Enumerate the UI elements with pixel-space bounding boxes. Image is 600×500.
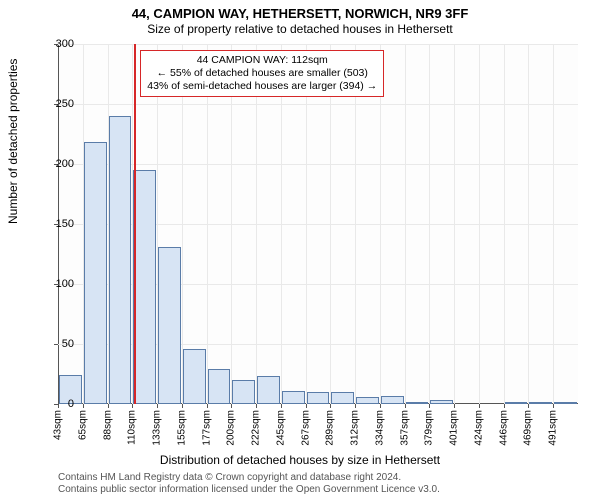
chart-title-main: 44, CAMPION WAY, HETHERSETT, NORWICH, NR… [0, 0, 600, 21]
xtick-label: 446sqm [498, 410, 509, 446]
xtick-label: 289sqm [325, 410, 336, 446]
xtick-mark [330, 404, 331, 408]
xtick-mark [132, 404, 133, 408]
ytick-label: 0 [44, 398, 74, 410]
xtick-label: 65sqm [77, 410, 88, 440]
xtick-label: 43sqm [53, 410, 64, 440]
xtick-label: 177sqm [201, 410, 212, 446]
histogram-bar [331, 392, 354, 404]
xtick-label: 245sqm [275, 410, 286, 446]
xtick-mark [479, 404, 480, 408]
xtick-label: 401sqm [449, 410, 460, 446]
xtick-mark [306, 404, 307, 408]
xtick-mark [380, 404, 381, 408]
xtick-mark [528, 404, 529, 408]
xtick-label: 88sqm [102, 410, 113, 440]
grid-line-v [256, 44, 257, 404]
xtick-label: 357sqm [399, 410, 410, 446]
histogram-bar [529, 402, 552, 404]
ytick-label: 50 [44, 338, 74, 350]
annotation-line-3: 43% of semi-detached houses are larger (… [147, 80, 377, 93]
footnote-line-2: Contains public sector information licen… [58, 484, 440, 496]
grid-line-v [504, 44, 505, 404]
annotation-box: 44 CAMPION WAY: 112sqm← 55% of detached … [140, 50, 384, 97]
annotation-line-1: 44 CAMPION WAY: 112sqm [147, 54, 377, 67]
grid-line-v [330, 44, 331, 404]
xtick-mark [231, 404, 232, 408]
annotation-line-2: ← 55% of detached houses are smaller (50… [147, 67, 377, 80]
xtick-mark [83, 404, 84, 408]
ytick-label: 250 [44, 98, 74, 110]
ytick-label: 300 [44, 38, 74, 50]
histogram-bar [208, 369, 231, 404]
xtick-mark [207, 404, 208, 408]
histogram-bar [381, 396, 404, 404]
xtick-mark [454, 404, 455, 408]
grid-line-v [207, 44, 208, 404]
grid-line-v [231, 44, 232, 404]
xtick-label: 267sqm [300, 410, 311, 446]
ytick-label: 150 [44, 218, 74, 230]
y-axis-label: Number of detached properties [6, 59, 20, 224]
chart-title-sub: Size of property relative to detached ho… [0, 21, 600, 36]
xtick-label: 155sqm [176, 410, 187, 446]
histogram-bar [133, 170, 156, 404]
grid-line-v [380, 44, 381, 404]
grid-line-v [355, 44, 356, 404]
grid-line-v [306, 44, 307, 404]
marker-line [134, 44, 136, 404]
xtick-label: 110sqm [127, 410, 138, 445]
histogram-bar [406, 402, 429, 404]
xtick-mark [429, 404, 430, 408]
ytick-label: 200 [44, 158, 74, 170]
grid-line-v [429, 44, 430, 404]
histogram-bar [430, 400, 453, 404]
histogram-bar [84, 142, 107, 404]
histogram-bar [282, 391, 305, 404]
xtick-label: 491sqm [548, 410, 559, 446]
xtick-label: 424sqm [473, 410, 484, 446]
xtick-mark [182, 404, 183, 408]
histogram-bar [554, 402, 577, 404]
xtick-label: 379sqm [424, 410, 435, 446]
xtick-mark [355, 404, 356, 408]
xtick-mark [504, 404, 505, 408]
histogram-bar [109, 116, 132, 404]
xtick-mark [281, 404, 282, 408]
xtick-mark [108, 404, 109, 408]
histogram-bar [356, 397, 379, 404]
xtick-mark [405, 404, 406, 408]
ytick-label: 100 [44, 278, 74, 290]
grid-line-v [405, 44, 406, 404]
xtick-label: 200sqm [226, 410, 237, 446]
grid-line-v [454, 44, 455, 404]
histogram-bar [257, 376, 280, 404]
grid-line-v [528, 44, 529, 404]
footnote: Contains HM Land Registry data © Crown c… [58, 472, 440, 496]
xtick-label: 312sqm [350, 410, 361, 446]
xtick-mark [553, 404, 554, 408]
histogram-bar [158, 247, 181, 404]
xtick-label: 334sqm [374, 410, 385, 446]
grid-line-v [553, 44, 554, 404]
x-axis-label: Distribution of detached houses by size … [0, 453, 600, 467]
histogram-bar [183, 349, 206, 404]
histogram-bar [505, 402, 528, 404]
footnote-line-1: Contains HM Land Registry data © Crown c… [58, 472, 440, 484]
xtick-label: 222sqm [251, 410, 262, 446]
xtick-label: 469sqm [523, 410, 534, 446]
xtick-mark [157, 404, 158, 408]
histogram-bar [307, 392, 330, 404]
xtick-label: 133sqm [152, 410, 163, 446]
plot-area: 44 CAMPION WAY: 112sqm← 55% of detached … [58, 44, 578, 404]
xtick-mark [256, 404, 257, 408]
grid-line-v [281, 44, 282, 404]
grid-line-v [479, 44, 480, 404]
histogram-bar [232, 380, 255, 404]
